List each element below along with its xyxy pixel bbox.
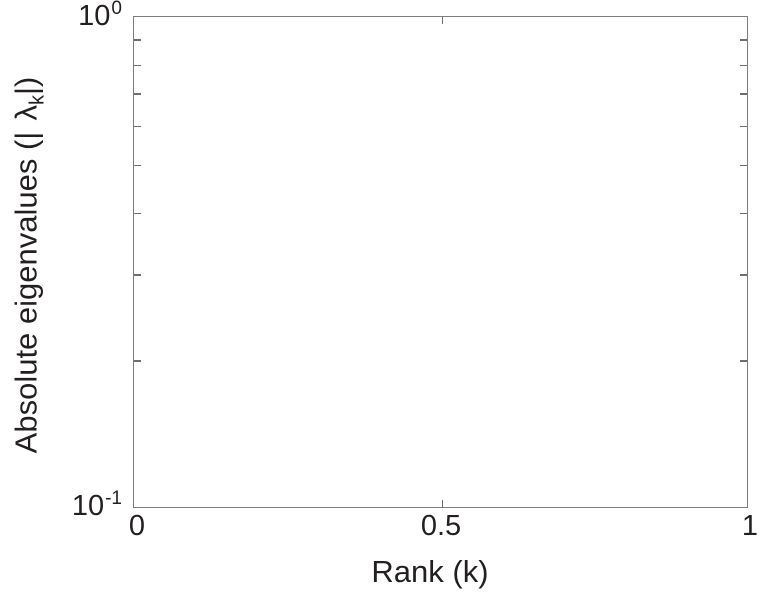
x-axis-title-container: Rank (k) — [0, 556, 760, 587]
y-minor-tick-right-0.8 — [740, 64, 747, 67]
y-minor-tick-right-0.4 — [740, 212, 747, 215]
y-axis-title: Absolute eigenvalues (| λk|) — [8, 76, 49, 454]
y-minor-tick-right-0.7 — [740, 93, 747, 95]
y-axis-title-container: Absolute eigenvalues (| λk|) — [0, 0, 52, 530]
y-minor-tick-left-0.5 — [134, 165, 141, 167]
y-minor-tick-left-0.2 — [134, 360, 141, 362]
y-minor-tick-left-0.8 — [134, 64, 141, 67]
y-minor-tick-left-0.6 — [134, 125, 141, 128]
y-axis-title-suffix: |) — [8, 76, 44, 96]
plot-data-canvas — [134, 17, 747, 507]
y-minor-tick-left-0.3 — [134, 274, 141, 276]
x-tick-label-0: 0 — [128, 510, 146, 542]
y-tick-exponent-top: 0 — [111, 0, 122, 20]
y-tick-exponent-bottom: -1 — [105, 488, 122, 510]
y-minor-tick-left-0.4 — [134, 212, 141, 215]
y-minor-tick-left-0.7 — [134, 93, 141, 95]
x-tick-bottom-0.5 — [441, 500, 443, 507]
x-tick-label-1: 1 — [741, 510, 759, 542]
y-minor-tick-right-0.3 — [740, 274, 747, 276]
y-tick-label-1e-1: 10-1 — [71, 489, 122, 522]
y-axis-title-lambda: λ — [8, 105, 44, 121]
y-minor-tick-right-0.6 — [740, 125, 747, 128]
y-tick-mantissa-top: 10 — [78, 0, 111, 32]
x-axis-title: Rank (k) — [371, 554, 489, 589]
y-tick-mantissa-bottom: 10 — [71, 490, 105, 522]
y-minor-tick-right-0.9 — [740, 39, 747, 41]
y-minor-tick-right-0.5 — [740, 165, 747, 167]
x-tick-top-0.5 — [441, 17, 443, 24]
y-minor-tick-right-0.2 — [740, 360, 747, 362]
y-minor-tick-left-0.9 — [134, 39, 141, 41]
y-axis-title-subscript: k — [26, 95, 49, 106]
plot-area[interactable] — [133, 16, 748, 508]
y-axis-title-prefix: Absolute eigenvalues (| — [8, 131, 44, 454]
y-tick-label-1e0: 100 — [78, 0, 122, 32]
x-tick-label-0.5: 0.5 — [420, 510, 462, 542]
